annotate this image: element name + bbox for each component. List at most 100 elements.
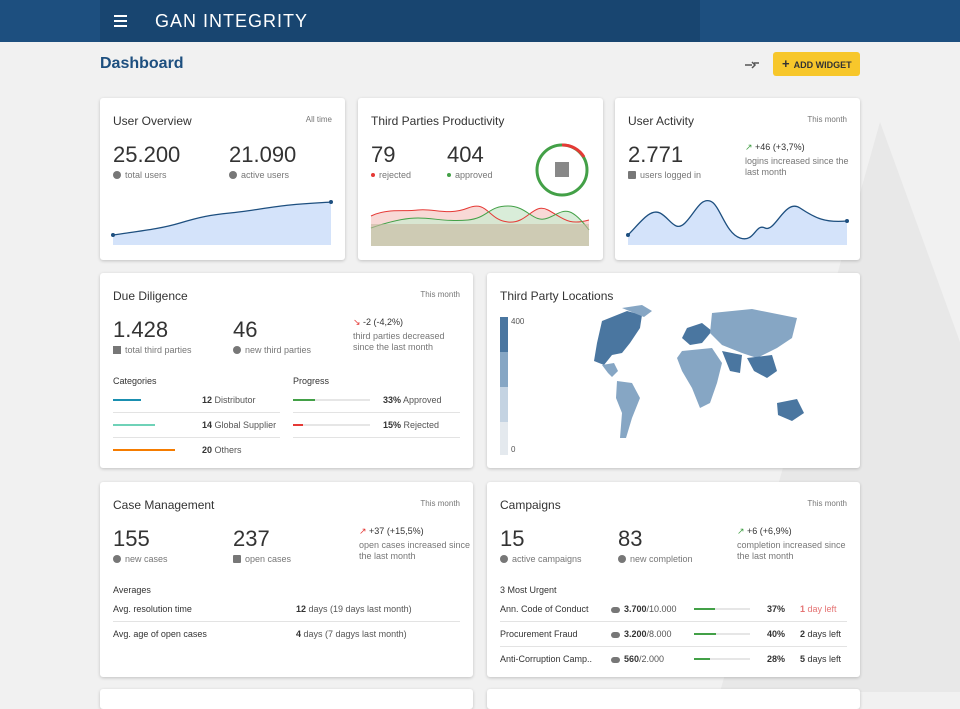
- separator: [500, 646, 847, 647]
- stat-label: active campaigns: [500, 554, 582, 564]
- category-line: [113, 399, 141, 401]
- category-line: [113, 449, 175, 451]
- campaign-name: Ann. Code of Conduct: [500, 604, 589, 614]
- text: total users: [125, 170, 167, 180]
- section-title: Progress: [293, 376, 330, 386]
- stat-value: 46: [233, 317, 258, 342]
- stat-label: new completion: [618, 554, 693, 564]
- icon: [618, 555, 626, 563]
- trend-change: +37 (+15,5%): [369, 526, 424, 536]
- icon: [611, 607, 620, 613]
- stat-label: approved: [447, 170, 493, 180]
- stat-value: 1.428: [113, 317, 169, 342]
- trend-change: +6 (+6,9%): [747, 526, 792, 536]
- detail: days (7 dagys last month): [303, 629, 407, 639]
- campaign-count: 3.700/10.000: [611, 597, 677, 621]
- section-title: 3 Most Urgent: [500, 585, 557, 595]
- text: users logged in: [640, 170, 702, 180]
- progress-fill: [694, 608, 715, 610]
- label: Others: [214, 445, 242, 455]
- campaign-name: Anti-Corruption Camp..: [500, 654, 593, 664]
- total: /8.000: [646, 629, 672, 639]
- stat-label: total users: [113, 170, 167, 180]
- compare-icon[interactable]: [744, 58, 760, 70]
- progress-fill: [694, 633, 716, 635]
- stat-value: 79: [371, 142, 396, 167]
- count: 12: [202, 395, 213, 405]
- trend-icon: ↗: [737, 526, 748, 536]
- done: 3.700: [624, 604, 647, 614]
- days-label: day left: [807, 604, 837, 614]
- days: 2: [800, 629, 806, 639]
- progress-fill: [293, 424, 303, 426]
- icon: [500, 555, 508, 563]
- icon: [628, 171, 636, 179]
- stat-label: users logged in: [628, 170, 701, 180]
- next-card: [100, 689, 473, 709]
- legend-min: 0: [511, 445, 516, 454]
- brand: GAN INTEGRITY: [155, 11, 309, 31]
- stat-value: 237: [233, 526, 270, 551]
- card-title: Third Parties Productivity: [371, 114, 505, 128]
- pct: 28%: [767, 654, 786, 664]
- user-activity-card: User Activity This month 2.771 users log…: [615, 98, 860, 260]
- card-title: User Overview: [113, 114, 192, 128]
- text: new completion: [630, 554, 693, 564]
- count: 14: [202, 420, 213, 430]
- card-title: Due Diligence: [113, 289, 188, 303]
- period: This month: [807, 115, 847, 124]
- page-title: Dashboard: [100, 55, 184, 72]
- campaign-count: 3.200/8.000: [611, 622, 672, 646]
- label: Distributor: [214, 395, 256, 405]
- stat-value: 2.771: [628, 142, 684, 167]
- days: 5: [800, 654, 806, 664]
- pct: 37%: [767, 604, 786, 614]
- stat-value: 155: [113, 526, 150, 551]
- total: /10.000: [646, 604, 677, 614]
- label: Global Supplier: [214, 420, 277, 430]
- menu-button[interactable]: [114, 15, 128, 27]
- icon: [229, 171, 237, 179]
- icon: [113, 171, 121, 179]
- stat-label: new cases: [113, 554, 168, 564]
- category-row: 20 Others: [202, 438, 242, 462]
- sparkline: [111, 200, 333, 245]
- text: total third parties: [125, 345, 192, 355]
- text: rejected: [379, 170, 412, 180]
- separator: [113, 437, 280, 438]
- value: 4: [296, 629, 302, 639]
- progress-track: [694, 658, 750, 660]
- text: new third parties: [245, 345, 312, 355]
- card-title: Case Management: [113, 498, 215, 512]
- color-legend: [500, 317, 508, 455]
- days-label: days left: [807, 629, 842, 639]
- label: Approved: [403, 395, 442, 405]
- plus-icon: +: [782, 56, 790, 71]
- separator: [293, 412, 460, 413]
- stat-label: open cases: [233, 554, 291, 564]
- icon: [113, 346, 121, 354]
- stat-value: 25.200: [113, 142, 181, 167]
- trend-change: +46 (+3,7%): [755, 142, 805, 152]
- card-title: Third Party Locations: [500, 289, 614, 303]
- period: This month: [807, 499, 847, 508]
- period: This month: [420, 499, 460, 508]
- stat-label: rejected: [371, 170, 411, 180]
- count: 20: [202, 445, 213, 455]
- progress-track: [293, 399, 370, 401]
- trend-text: completion increased since the last mont…: [737, 540, 846, 561]
- pct: 40%: [767, 629, 786, 639]
- locations-card: Third Party Locations 400 0: [487, 273, 860, 468]
- user-overview-card: User Overview All time 25.200 total user…: [100, 98, 345, 260]
- done: 3.200: [624, 629, 647, 639]
- total: /2.000: [639, 654, 665, 664]
- icon: [233, 555, 241, 563]
- icon: [611, 657, 620, 663]
- period: All time: [305, 115, 332, 124]
- add-widget-button[interactable]: + ADD WIDGET: [773, 52, 860, 76]
- campaign-name: Procurement Fraud: [500, 629, 578, 639]
- text: active campaigns: [512, 554, 582, 564]
- separator: [500, 621, 847, 622]
- pct: 33%: [383, 395, 402, 405]
- text: new cases: [125, 554, 168, 564]
